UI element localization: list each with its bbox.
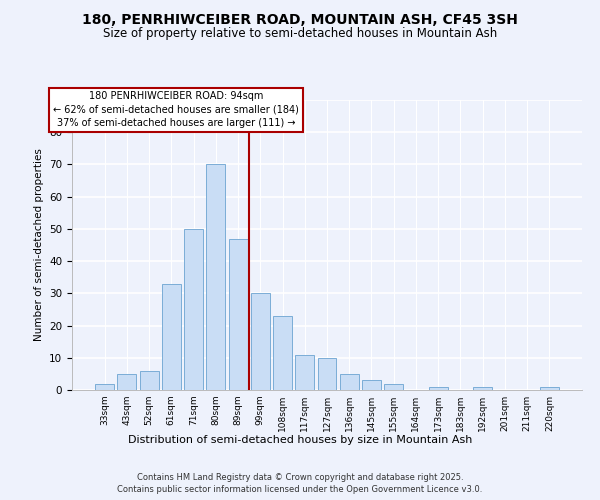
Bar (206, 164, 225, 390)
Bar (273, 316, 292, 390)
Bar (95, 384, 114, 390)
Bar (184, 229, 203, 390)
Text: Size of property relative to semi-detached houses in Mountain Ash: Size of property relative to semi-detach… (103, 28, 497, 40)
Bar (429, 387, 448, 390)
Text: 180, PENRHIWCEIBER ROAD, MOUNTAIN ASH, CF45 3SH: 180, PENRHIWCEIBER ROAD, MOUNTAIN ASH, C… (82, 12, 518, 26)
Bar (295, 354, 314, 390)
Bar (540, 387, 559, 390)
Bar (317, 358, 337, 390)
Text: Contains HM Land Registry data © Crown copyright and database right 2025.: Contains HM Land Registry data © Crown c… (137, 472, 463, 482)
Bar (384, 384, 403, 390)
Bar (340, 374, 359, 390)
Text: 180 PENRHIWCEIBER ROAD: 94sqm
← 62% of semi-detached houses are smaller (184)
37: 180 PENRHIWCEIBER ROAD: 94sqm ← 62% of s… (53, 92, 299, 128)
Bar (251, 294, 270, 390)
Text: Contains public sector information licensed under the Open Government Licence v3: Contains public sector information licen… (118, 485, 482, 494)
Bar (473, 387, 492, 390)
Bar (140, 370, 158, 390)
Bar (362, 380, 381, 390)
Bar (118, 374, 136, 390)
Y-axis label: Number of semi-detached properties: Number of semi-detached properties (34, 148, 44, 342)
Text: Distribution of semi-detached houses by size in Mountain Ash: Distribution of semi-detached houses by … (128, 435, 472, 445)
Bar (162, 284, 181, 390)
Bar (229, 238, 248, 390)
